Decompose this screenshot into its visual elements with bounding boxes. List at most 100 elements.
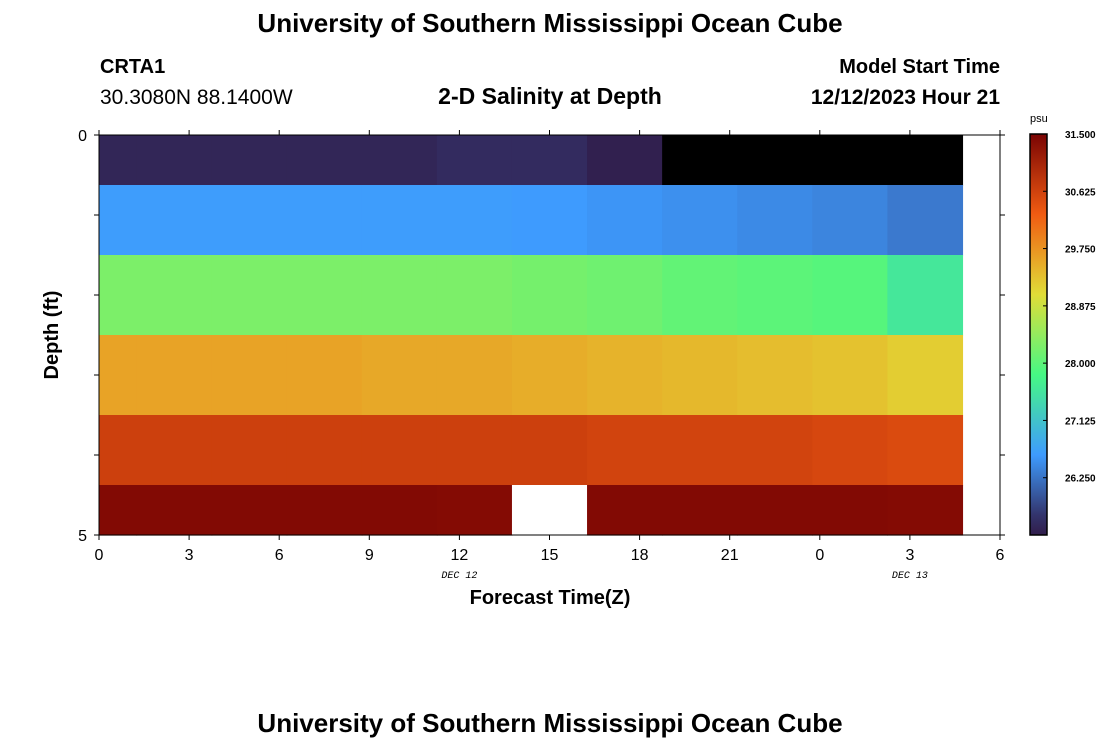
- heatmap-cell: [511, 485, 588, 536]
- heatmap-cell: [887, 135, 964, 186]
- heatmap-cell: [211, 185, 288, 256]
- heatmap-cell: [99, 485, 138, 536]
- colorbar-tick-label: 27.125: [1065, 416, 1096, 427]
- heatmap-cell: [436, 185, 513, 256]
- heatmap-cell: [587, 185, 663, 256]
- heatmap-cell: [587, 255, 663, 336]
- station-coordinates: 30.3080N 88.1400W: [100, 86, 293, 109]
- heatmap-cell: [361, 185, 438, 256]
- footer-title: University of Southern Mississippi Ocean…: [257, 708, 843, 738]
- x-tick-label: 6: [996, 547, 1005, 564]
- heatmap-cell: [737, 135, 813, 186]
- heatmap-cell: [136, 255, 213, 336]
- x-tick-label: 15: [541, 547, 559, 564]
- model-start-value: 12/12/2023 Hour 21: [810, 86, 1000, 109]
- station-id: CRTA1: [100, 56, 166, 78]
- heatmap-cell: [662, 135, 738, 186]
- colorbar-tick-label: 30.625: [1065, 187, 1096, 198]
- heatmap-cell: [286, 485, 363, 536]
- colorbar-tick-label: 28.875: [1065, 302, 1096, 313]
- heatmap-cell: [436, 485, 513, 536]
- heatmap-cell: [511, 415, 588, 486]
- x-tick-label: 9: [365, 547, 374, 564]
- x-date-label: DEC 12: [441, 571, 477, 582]
- y-tick-label: 5: [78, 528, 87, 545]
- y-tick-label: 0: [78, 128, 87, 145]
- colorbar-tick-label: 31.500: [1065, 130, 1096, 141]
- colorbar-tick-label: 29.750: [1065, 245, 1096, 256]
- heatmap-cell: [662, 335, 738, 416]
- heatmap-cell: [587, 485, 663, 536]
- heatmap-cell: [211, 335, 288, 416]
- y-axis-label: Depth (ft): [41, 291, 63, 380]
- heatmap-cell: [737, 255, 813, 336]
- heatmap-cell: [136, 485, 213, 536]
- x-tick-label: 3: [185, 547, 194, 564]
- heatmap-cell: [737, 415, 813, 486]
- heatmap-cell: [361, 485, 438, 536]
- heatmap-cell: [511, 135, 588, 186]
- heatmap-cell: [99, 185, 138, 256]
- heatmap-cell: [361, 255, 438, 336]
- heatmap-cell: [812, 135, 888, 186]
- colorbar-bar: [1029, 133, 1048, 536]
- heatmap-cell: [662, 485, 738, 536]
- heatmap-cell: [887, 415, 964, 486]
- heatmap-cell: [887, 255, 964, 336]
- chart-title: 2-D Salinity at Depth: [438, 83, 662, 109]
- heatmap-cell: [99, 135, 138, 186]
- x-tick-label: 3: [905, 547, 914, 564]
- heatmap-cell: [737, 335, 813, 416]
- x-axis-label: Forecast Time(Z): [470, 587, 631, 609]
- heatmap-cell: [662, 415, 738, 486]
- heatmap-cell: [286, 335, 363, 416]
- colorbar-tick-label: 28.000: [1065, 359, 1096, 370]
- heatmap-cell: [211, 415, 288, 486]
- x-tick-label: 21: [721, 547, 739, 564]
- heatmap-cell: [887, 485, 964, 536]
- colorbar-unit: psu: [1030, 113, 1048, 125]
- heatmap-cell: [286, 135, 363, 186]
- heatmap-cell: [361, 415, 438, 486]
- page-title: University of Southern Mississippi Ocean…: [257, 8, 843, 38]
- heatmap-cell: [211, 485, 288, 536]
- heatmap-cell: [136, 335, 213, 416]
- heatmap-cell: [286, 255, 363, 336]
- x-tick-label: 6: [275, 547, 284, 564]
- heatmap-cell: [662, 185, 738, 256]
- heatmap-cell: [286, 415, 363, 486]
- heatmap-cell: [99, 255, 138, 336]
- x-tick-label: 12: [451, 547, 469, 564]
- heatmap-cell: [136, 135, 213, 186]
- heatmap-cell: [887, 335, 964, 416]
- heatmap-cell: [136, 185, 213, 256]
- x-tick-label: 18: [631, 547, 649, 564]
- heatmap-cell: [211, 255, 288, 336]
- heatmap-cell: [587, 415, 663, 486]
- heatmap-cell: [587, 335, 663, 416]
- heatmap-cell: [737, 185, 813, 256]
- x-date-label: DEC 13: [892, 571, 928, 582]
- heatmap-cell: [361, 335, 438, 416]
- colorbar-tick-label: 26.250: [1065, 474, 1096, 485]
- heatmap-cell: [99, 415, 138, 486]
- heatmap-cell: [511, 255, 588, 336]
- heatmap-cell: [812, 185, 888, 256]
- heatmap-cell: [286, 185, 363, 256]
- heatmap-cell: [361, 135, 438, 186]
- heatmap-cell: [662, 255, 738, 336]
- heatmap-cell: [812, 485, 888, 536]
- heatmap-cell: [436, 415, 513, 486]
- heatmap-cell: [136, 415, 213, 486]
- heatmap-cell: [812, 335, 888, 416]
- x-tick-label: 0: [815, 547, 824, 564]
- heatmap-cell: [887, 185, 964, 256]
- heatmap-cell: [211, 135, 288, 186]
- heatmap-cell: [511, 185, 588, 256]
- heatmap-cell: [812, 415, 888, 486]
- heatmap-cell: [587, 135, 663, 186]
- heatmap-cell: [436, 255, 513, 336]
- heatmap-cells: [99, 135, 964, 536]
